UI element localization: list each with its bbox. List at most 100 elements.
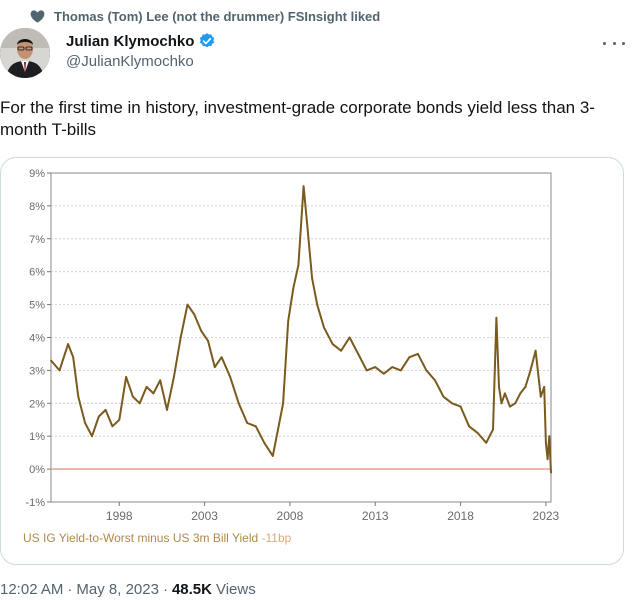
data-point (492, 428, 494, 431)
data-point (237, 402, 240, 405)
data-point (118, 418, 121, 421)
data-point (67, 343, 69, 345)
data-point (172, 376, 175, 378)
data-point (323, 326, 325, 329)
data-point (292, 287, 295, 290)
x-tick-label: 1998 (106, 509, 133, 523)
y-tick-label: 5% (29, 300, 45, 312)
heart-icon (28, 7, 46, 25)
x-tick-label: 2008 (277, 509, 304, 523)
data-point (519, 392, 522, 395)
x-tick-label: 2003 (191, 509, 218, 523)
data-point (58, 369, 61, 372)
data-point (546, 458, 549, 461)
more-options-icon[interactable] (603, 36, 625, 50)
footer-separator: · (67, 581, 73, 598)
data-point (193, 313, 196, 316)
data-point (207, 339, 209, 342)
data-point (229, 376, 232, 378)
data-point (495, 316, 498, 319)
data-point (509, 405, 511, 408)
data-point (442, 395, 445, 398)
avatar[interactable] (0, 28, 50, 78)
x-tick-label: 2023 (533, 509, 560, 523)
data-point (524, 385, 527, 388)
y-tick-label: 3% (29, 365, 45, 377)
tweet-time[interactable]: 12:02 AM (0, 581, 64, 598)
social-context[interactable]: Thomas (Tom) Lee (not the drummer) FSIns… (28, 6, 380, 26)
data-point (263, 441, 266, 444)
data-point (529, 369, 532, 372)
data-point (254, 425, 257, 428)
legend-value: -11bp (262, 531, 292, 545)
data-point (374, 366, 377, 369)
y-tick-label: 6% (29, 267, 45, 279)
data-point (72, 356, 75, 359)
data-point (416, 353, 419, 355)
data-point (498, 385, 500, 388)
data-point (132, 395, 134, 398)
data-point (186, 303, 189, 306)
data-point (111, 425, 114, 428)
data-point (408, 356, 411, 359)
data-point (539, 395, 542, 398)
data-point (459, 405, 462, 408)
data-point (200, 330, 203, 332)
author-handle[interactable]: @JulianKlymochko (66, 53, 194, 70)
author-display-name[interactable]: Julian Klymochko (66, 32, 195, 50)
data-point (348, 336, 351, 339)
tweet-text: For the first time in history, investmen… (0, 98, 595, 139)
y-tick-label: 0% (29, 464, 45, 476)
data-point (434, 379, 436, 382)
y-tick-label: 2% (29, 398, 45, 410)
data-point (382, 372, 385, 375)
data-point (468, 425, 470, 428)
data-point (311, 277, 313, 280)
data-point (544, 441, 547, 444)
data-point (166, 408, 168, 411)
data-point (485, 441, 488, 444)
data-point (213, 366, 216, 369)
data-point (306, 221, 308, 224)
tweet-media-chart[interactable]: -1% 0% 1% 2% 3% 4% 5% 6% 7% 8% 9% 1998 2003 2008 2013 2… (0, 157, 624, 565)
y-tick-label: 4% (29, 333, 45, 345)
y-tick-label: 9% (29, 168, 45, 180)
data-point (365, 369, 368, 372)
data-point (97, 415, 100, 418)
data-point (287, 320, 290, 322)
tweet-date[interactable]: May 8, 2023 (76, 581, 159, 598)
data-point (504, 392, 506, 395)
data-point (159, 379, 162, 382)
data-point (534, 349, 537, 352)
data-point (138, 402, 141, 405)
series-line (50, 185, 552, 473)
data-point (220, 356, 223, 359)
x-tick-label: 2018 (447, 509, 474, 523)
data-point (331, 343, 334, 345)
author-block[interactable]: Julian Klymochko @JulianKlymochko (66, 32, 216, 70)
data-point (277, 428, 279, 431)
line-chart: -1% 0% 1% 2% 3% 4% 5% 6% 7% 8% 9% 1998 2003 2008 2013 2… (23, 168, 560, 545)
data-point (145, 385, 148, 388)
data-point (316, 303, 319, 306)
y-tick-label: 1% (29, 431, 45, 443)
data-point (302, 185, 305, 188)
data-point (340, 349, 343, 352)
data-point (550, 471, 552, 474)
views-count[interactable]: 48.5K (171, 581, 212, 598)
legend-label: US IG Yield-to-Worst minus US 3m Bill Yi… (23, 531, 292, 545)
footer-separator: · (162, 581, 168, 598)
verified-badge-icon (198, 32, 216, 50)
data-point (500, 402, 503, 405)
data-point (451, 402, 453, 405)
y-tick-label: -1% (25, 497, 45, 509)
x-tick-label: 2013 (362, 509, 389, 523)
data-point (271, 455, 274, 457)
data-point (282, 402, 284, 405)
data-point (357, 353, 360, 355)
data-point (104, 408, 107, 411)
views-label: Views (215, 581, 256, 598)
data-point (543, 385, 546, 388)
social-context-text[interactable]: Thomas (Tom) Lee (not the drummer) FSIns… (54, 8, 381, 24)
data-point (297, 264, 300, 267)
